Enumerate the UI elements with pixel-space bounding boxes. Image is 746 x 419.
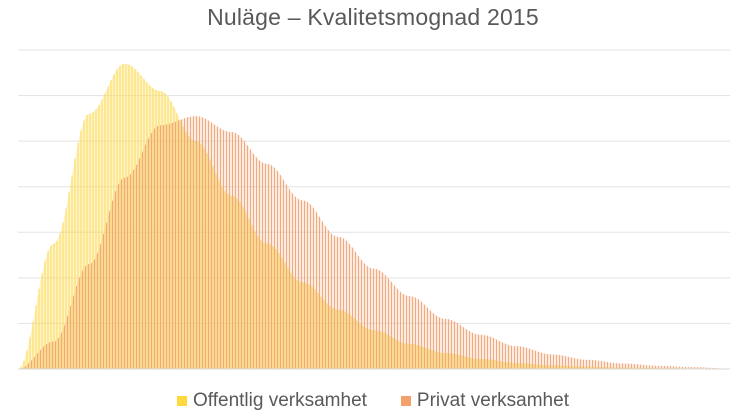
chart-plot: [18, 49, 730, 370]
legend: Offentlig verksamhet Privat verksamhet: [0, 390, 746, 412]
legend-swatch-privat: [400, 396, 411, 406]
chart-title: Nuläge – Kvalitetsmognad 2015: [207, 4, 539, 30]
series-layer: [18, 63, 730, 370]
series-privat: [18, 116, 730, 369]
legend-label-offentlig: Offentlig verksamhet: [193, 390, 367, 411]
legend-swatch-offentlig: [177, 396, 188, 406]
legend-label-privat: Privat verksamhet: [416, 390, 569, 411]
legend-item-privat: Privat verksamhet: [400, 390, 569, 412]
legend-item-offentlig: Offentlig verksamhet: [177, 390, 367, 412]
